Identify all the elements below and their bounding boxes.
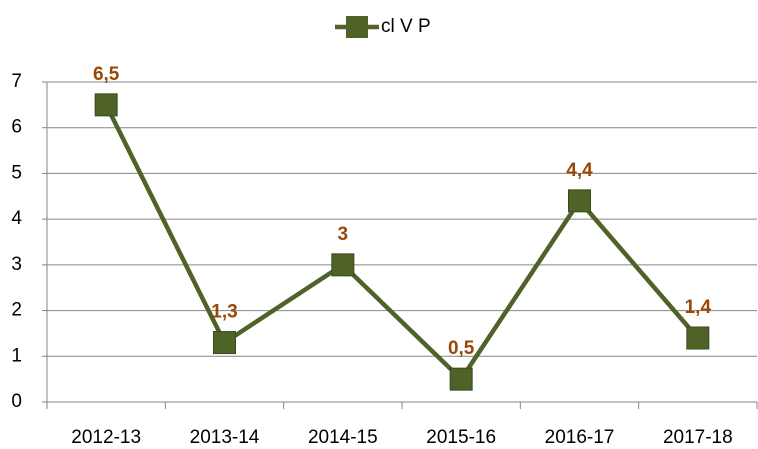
x-tick-label: 2015-16 <box>426 427 496 448</box>
y-tick-label: 1 <box>11 345 22 366</box>
series-line <box>104 103 700 382</box>
marker <box>568 189 591 213</box>
marker <box>686 326 710 350</box>
data-label: 1,4 <box>685 297 712 318</box>
y-tick-label: 4 <box>11 208 22 229</box>
marker <box>331 253 355 277</box>
marker <box>94 93 118 117</box>
y-tick-label: 3 <box>11 254 22 275</box>
y-tick-label: 6 <box>11 117 22 138</box>
marker <box>213 331 236 355</box>
x-tick-label: 2013-14 <box>190 427 260 448</box>
data-label: 0,5 <box>448 338 475 359</box>
y-tick-label: 2 <box>11 300 22 321</box>
data-label: 1,3 <box>211 302 237 323</box>
y-tick-label: 5 <box>11 162 22 183</box>
marker <box>449 367 473 391</box>
data-label: 4,4 <box>566 160 593 181</box>
legend-label: cl V P <box>381 16 431 37</box>
x-tick-label: 2014-15 <box>308 427 378 448</box>
y-tick-label: 0 <box>11 391 22 412</box>
data-label: 3 <box>338 224 349 245</box>
legend-marker <box>346 16 368 38</box>
x-tick-label: 2012-13 <box>71 427 141 448</box>
data-label: 6,5 <box>93 64 120 85</box>
y-tick-label: 7 <box>11 71 22 92</box>
x-tick-label: 2016-17 <box>545 427 615 448</box>
x-tick-label: 2017-18 <box>663 427 733 448</box>
